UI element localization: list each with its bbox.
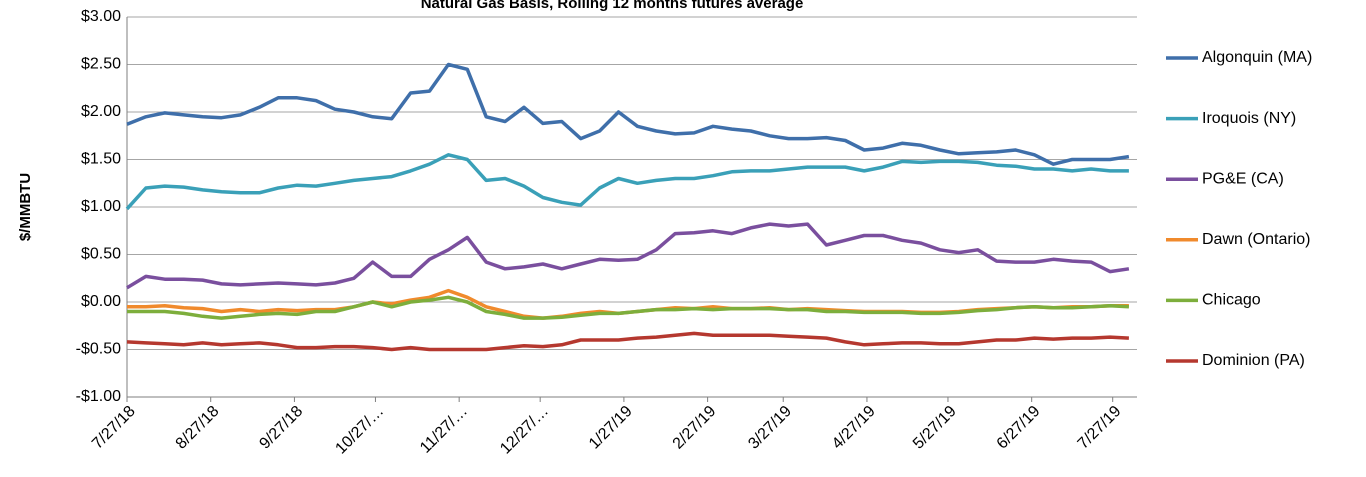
- x-tick-label: 2/27/19: [670, 403, 720, 453]
- y-tick-label: $0.00: [81, 293, 121, 310]
- x-tick-label: 9/27/18: [256, 403, 306, 453]
- legend-label: Chicago: [1202, 292, 1261, 309]
- x-tick-label: 7/27/18: [89, 403, 139, 453]
- chart-title: Natural Gas Basis, Rolling 12 months fut…: [421, 0, 804, 12]
- y-tick-label: $3.00: [81, 8, 121, 25]
- series-line: [126, 222, 1130, 290]
- y-axis-label: $/MMBTU: [17, 173, 34, 241]
- legend-label: Dawn (Ontario): [1202, 231, 1310, 248]
- y-tick-label: -$0.50: [76, 341, 121, 358]
- y-tick-label: -$1.00: [76, 388, 121, 405]
- y-tick-label: $1.50: [81, 151, 121, 168]
- y-tick-label: $2.00: [81, 103, 121, 120]
- legend-label: Dominion (PA): [1202, 352, 1305, 369]
- series-line: [127, 295, 1129, 320]
- x-tick-label: 5/27/19: [910, 403, 960, 453]
- y-tick-label: $1.00: [81, 198, 121, 215]
- legend-label: Algonquin (MA): [1202, 49, 1312, 66]
- legend-label: Iroquois (NY): [1202, 110, 1296, 127]
- series-line: [126, 62, 1130, 166]
- series-line: [126, 331, 1129, 352]
- x-tick-label: 6/27/19: [994, 403, 1044, 453]
- x-tick-label: 4/27/19: [829, 403, 879, 453]
- legend-label: PG&E (CA): [1202, 170, 1284, 187]
- y-tick-label: $2.50: [81, 56, 121, 73]
- x-tick-label: 3/27/19: [745, 403, 795, 453]
- x-tick-label: 10/27/…: [332, 403, 387, 458]
- x-tick-label: 12/27/…: [497, 403, 552, 458]
- y-tick-label: $0.50: [81, 246, 121, 263]
- x-tick-label: 11/27/…: [417, 403, 471, 457]
- x-tick-label: 7/27/19: [1075, 403, 1125, 453]
- series-line: [125, 153, 1129, 211]
- x-tick-label: 1/27/19: [586, 403, 636, 453]
- x-tick-label: 8/27/18: [173, 403, 223, 453]
